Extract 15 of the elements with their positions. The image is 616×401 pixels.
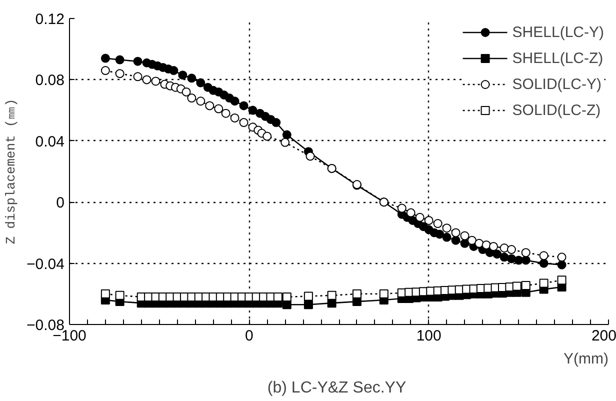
text: (b) LC-Y&Z Sec.YY <box>267 380 406 396</box>
x-tick-label: 200 <box>591 328 616 344</box>
x-axis-title: Y(mm) <box>564 350 609 368</box>
y-tick-label: 0.08 <box>35 72 65 90</box>
y-tick-label: 0.04 <box>35 133 65 150</box>
y-tick-label: 0.12 <box>35 11 65 28</box>
y-tick-label: −0.04 <box>26 256 65 273</box>
legend-label: SOLID(LC-Y) <box>512 76 602 92</box>
x-tick-label: 0 <box>244 328 254 344</box>
x-tick-label: 100 <box>416 328 442 344</box>
legend-label: SHELL(LC-Z) <box>512 50 604 66</box>
legend-label: SOLID(LC-Z) <box>512 102 601 118</box>
y-axis-title: Z displacement (㎜) <box>4 98 19 244</box>
y-tick-label: 0 <box>56 194 64 212</box>
legend-label: SHELL(LC-Y) <box>512 24 604 40</box>
